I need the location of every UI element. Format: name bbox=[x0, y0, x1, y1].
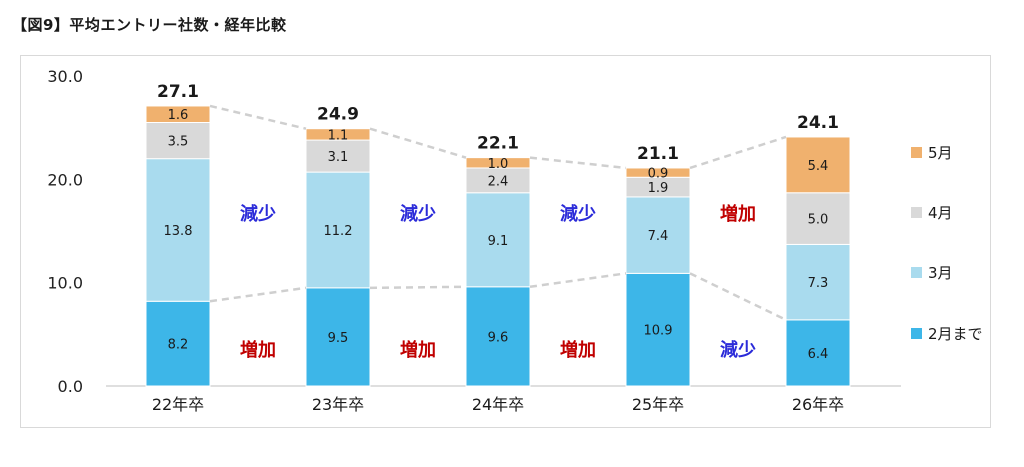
data-label: 3.5 bbox=[168, 135, 189, 150]
bar-segment bbox=[785, 319, 851, 387]
legend-label: 2月まで bbox=[928, 325, 983, 343]
bar-segment bbox=[465, 192, 531, 288]
bar-segment bbox=[785, 192, 851, 245]
legend-swatch bbox=[911, 267, 922, 278]
legend-swatch bbox=[911, 147, 922, 158]
connector-line-lower bbox=[529, 272, 627, 289]
annotation-lower: 増加 bbox=[560, 339, 596, 361]
connector-line-upper bbox=[209, 104, 307, 130]
data-label: 10.9 bbox=[644, 324, 673, 339]
chart-frame: 0.0 10.0 20.0 30.0 8.2 13.8 3.5 1.6 27.1 22年卒 9.5 1… bbox=[20, 55, 991, 428]
annotation-upper: 減少 bbox=[400, 203, 436, 225]
data-label: 11.2 bbox=[324, 224, 353, 239]
y-tick-label: 0.0 bbox=[58, 377, 83, 396]
total-label: 22.1 bbox=[477, 134, 519, 154]
bar-segment bbox=[145, 105, 211, 123]
bar-segment bbox=[625, 196, 691, 274]
bar-segment bbox=[625, 167, 691, 178]
bar-segment bbox=[465, 286, 531, 387]
data-label: 7.3 bbox=[808, 276, 829, 291]
legend-label: 4月 bbox=[928, 204, 953, 222]
connector-line-lower bbox=[209, 286, 307, 303]
x-tick-label: 23年卒 bbox=[312, 395, 364, 414]
data-label: 13.8 bbox=[164, 224, 193, 239]
data-label: 6.4 bbox=[808, 347, 829, 362]
figure-title: 【図9】平均エントリー社数・経年比較 bbox=[12, 16, 287, 34]
connector-line-upper bbox=[529, 156, 627, 170]
bar-segment bbox=[305, 128, 371, 141]
legend-label: 5月 bbox=[928, 144, 953, 162]
bar-segment bbox=[305, 287, 371, 387]
bar-segment bbox=[145, 158, 211, 302]
data-label: 5.4 bbox=[808, 159, 829, 174]
data-label: 9.6 bbox=[488, 330, 509, 345]
total-label: 21.1 bbox=[637, 144, 679, 164]
connector-line-lower bbox=[689, 272, 787, 321]
bar-segment bbox=[785, 136, 851, 194]
bar-segment bbox=[465, 157, 531, 169]
annotation-lower: 増加 bbox=[400, 339, 436, 361]
connector-line-lower bbox=[369, 285, 467, 290]
x-tick-label: 24年卒 bbox=[472, 395, 524, 414]
bar-segment bbox=[465, 167, 531, 194]
bar-segment bbox=[305, 171, 371, 289]
annotation-lower: 増加 bbox=[240, 339, 276, 361]
data-label: 9.5 bbox=[328, 331, 349, 346]
x-tick-label: 26年卒 bbox=[792, 395, 844, 414]
legend-label: 3月 bbox=[928, 264, 953, 282]
y-tick-label: 10.0 bbox=[47, 274, 83, 293]
data-label: 7.4 bbox=[648, 229, 669, 244]
data-label: 9.1 bbox=[488, 234, 509, 249]
total-label: 24.9 bbox=[317, 105, 359, 125]
data-label: 2.4 bbox=[488, 174, 509, 189]
data-label: 1.9 bbox=[648, 181, 669, 196]
total-label: 24.1 bbox=[797, 113, 839, 133]
data-label: 1.6 bbox=[168, 108, 189, 123]
connector-line-upper bbox=[369, 127, 467, 159]
bar-segment bbox=[305, 139, 371, 173]
annotation-upper: 増加 bbox=[720, 203, 756, 225]
legend-swatch bbox=[911, 207, 922, 218]
data-label: 1.1 bbox=[328, 128, 349, 143]
annotation-upper: 減少 bbox=[240, 203, 276, 225]
x-tick-label: 25年卒 bbox=[632, 395, 684, 414]
bar-segment bbox=[625, 272, 691, 387]
y-tick-label: 30.0 bbox=[47, 67, 83, 86]
x-tick-label: 22年卒 bbox=[152, 395, 204, 414]
bar-segment bbox=[785, 243, 851, 321]
data-label: 1.0 bbox=[488, 157, 509, 172]
annotation-upper: 減少 bbox=[560, 203, 596, 225]
data-label: 3.1 bbox=[328, 150, 349, 165]
total-label: 27.1 bbox=[157, 82, 199, 102]
y-tick-label: 20.0 bbox=[47, 170, 83, 189]
data-label: 8.2 bbox=[168, 338, 189, 353]
bar-segment bbox=[145, 300, 211, 387]
annotation-lower: 減少 bbox=[720, 339, 756, 361]
data-label: 0.9 bbox=[648, 167, 669, 182]
legend-swatch bbox=[911, 328, 922, 339]
data-label: 5.0 bbox=[808, 213, 829, 228]
connector-line-upper bbox=[689, 135, 787, 170]
stacked-bar-chart: 0.0 10.0 20.0 30.0 8.2 13.8 3.5 1.6 27.1 22年卒 9.5 1… bbox=[47, 67, 983, 414]
